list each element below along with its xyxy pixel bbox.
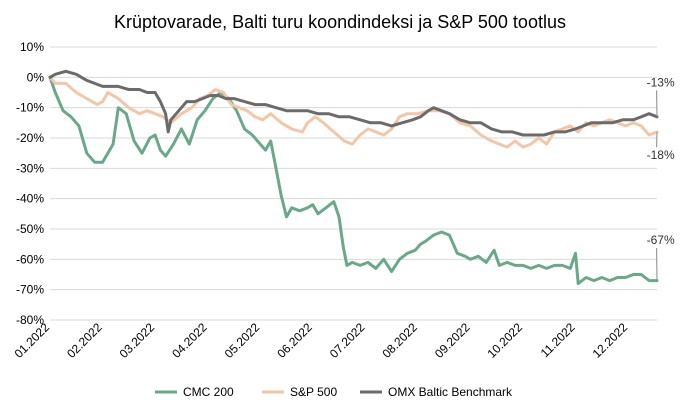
x-tick-label: 04.2022 — [169, 320, 210, 361]
series-line-2 — [50, 71, 657, 135]
y-tick-label: -70% — [16, 283, 44, 297]
annotation-label: -13% — [647, 75, 675, 89]
series-lines — [50, 71, 657, 283]
y-tick-label: 10% — [20, 40, 44, 54]
y-tick-label: -50% — [16, 222, 44, 236]
x-tick-label: 09.2022 — [432, 320, 473, 361]
x-tick-label: 11.2022 — [538, 320, 578, 360]
y-tick-label: -40% — [16, 192, 44, 206]
y-tick-label: 0% — [27, 70, 45, 84]
series-line-1 — [50, 77, 657, 147]
x-tick-label: 08.2022 — [379, 320, 420, 361]
chart-title: Krüptovarade, Balti turu koondindeksi ja… — [114, 12, 566, 32]
legend-label: S&P 500 — [290, 385, 337, 399]
series-line-0 — [50, 77, 657, 283]
x-tick-label: 07.2022 — [327, 320, 368, 361]
gridlines — [50, 47, 657, 320]
end-value-annotations: -13% -18% -67% — [647, 75, 675, 280]
y-tick-label: -10% — [16, 101, 44, 115]
x-tick-label: 06.2022 — [274, 320, 315, 361]
y-tick-label: -60% — [16, 252, 44, 266]
x-tick-label: 05.2022 — [222, 320, 263, 361]
x-tick-label: 10.2022 — [485, 320, 526, 361]
annotation-label: -18% — [647, 148, 675, 162]
y-tick-label: -20% — [16, 131, 44, 145]
x-tick-label: 02.2022 — [64, 320, 105, 361]
x-tick-label: 03.2022 — [117, 320, 158, 361]
y-tick-label: -30% — [16, 161, 44, 175]
x-tick-label: 12.2022 — [590, 320, 631, 361]
y-axis-ticks: 10%0%-10%-20%-30%-40%-50%-60%-70%-80% — [16, 40, 44, 327]
legend-label: CMC 200 — [183, 385, 234, 399]
legend: CMC 200 S&P 500 OMX Baltic Benchmark — [155, 385, 513, 399]
annotation-label: -67% — [647, 233, 675, 247]
legend-label: OMX Baltic Benchmark — [388, 385, 513, 399]
